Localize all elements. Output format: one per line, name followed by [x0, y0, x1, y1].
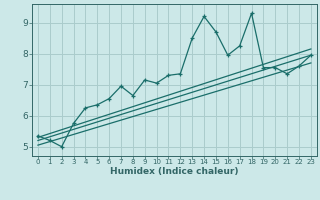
X-axis label: Humidex (Indice chaleur): Humidex (Indice chaleur) [110, 167, 239, 176]
